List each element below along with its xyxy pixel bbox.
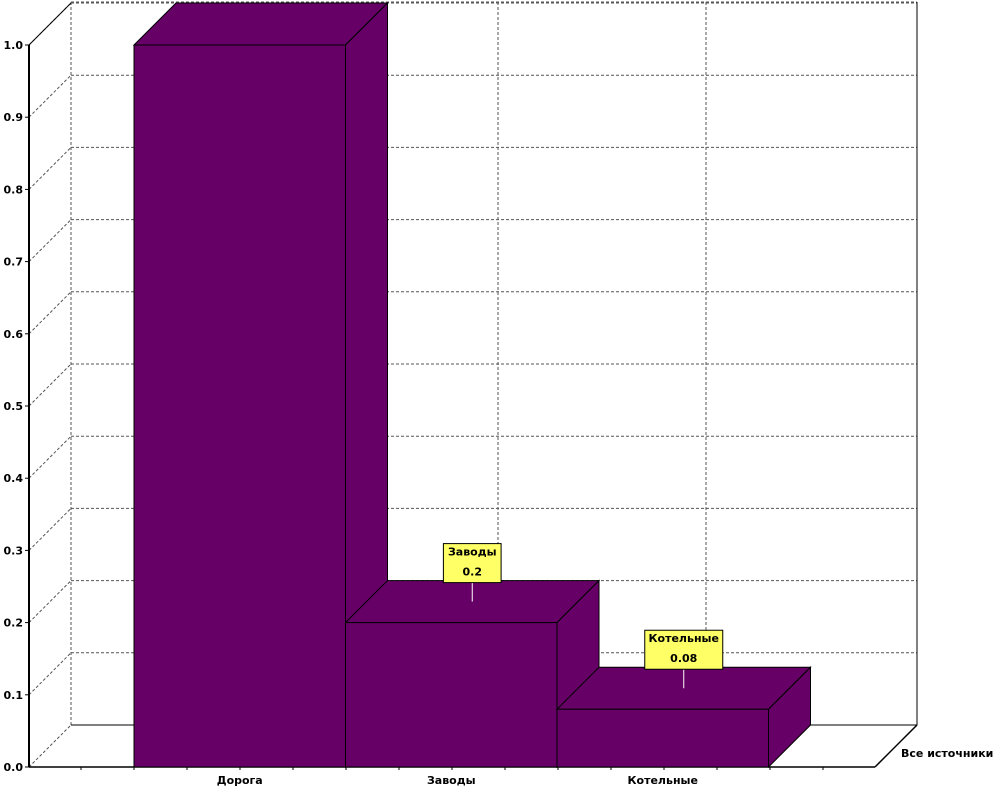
depth-gridline <box>28 652 72 696</box>
depth-gridline <box>28 363 72 407</box>
data-callout: Заводы 0.2 <box>442 543 502 602</box>
bar-front-face <box>556 708 769 768</box>
y-tick-label: 0.0 <box>4 761 24 774</box>
bar-1 <box>132 1 389 769</box>
callout-box <box>644 629 724 670</box>
y-axis-top-depth <box>28 2 72 46</box>
callout-category: Заводы <box>448 546 497 559</box>
bar-front-face <box>133 44 346 768</box>
depth-gridline <box>28 147 72 190</box>
y-tick-label: 0.3 <box>4 544 24 557</box>
depth-axis-label: Все источники <box>901 747 993 760</box>
depth-gridline <box>28 219 72 262</box>
bar-top-face <box>132 2 389 46</box>
y-tick-label: 0.8 <box>4 183 24 196</box>
bar-front-face <box>345 622 558 768</box>
y-tick-label: 1.0 <box>4 39 24 52</box>
data-callout: Котельные 0.08 <box>644 629 724 689</box>
y-tick-label: 0.5 <box>4 400 24 413</box>
depth-gridline <box>28 435 72 479</box>
callout-value: 0.2 <box>463 566 483 579</box>
floor-right-edge <box>874 724 918 768</box>
y-tick-label: 0.7 <box>4 256 24 269</box>
callout-value: 0.08 <box>670 652 697 665</box>
y-tick-label: 0.4 <box>4 472 24 485</box>
callout-category: Котельные <box>649 632 719 645</box>
depth-gridline <box>28 508 72 551</box>
callout-box <box>442 543 502 584</box>
depth-gridline <box>28 291 72 335</box>
depth-gridline <box>28 724 72 768</box>
labels: 0.0 0.1 0.2 0.3 0.4 0.5 0.6 0.7 0.8 0.9 1.0 Дорога З… <box>4 39 994 787</box>
y-tick-label: 0.2 <box>4 617 24 630</box>
x-tick-label: Дорога <box>217 774 263 787</box>
x-tick-label: Заводы <box>427 774 476 787</box>
depth-gridline <box>28 74 72 118</box>
y-tick-label: 0.9 <box>4 111 24 124</box>
depth-gridline <box>28 580 72 623</box>
x-tick-label: Котельные <box>628 774 698 787</box>
y-tick-label: 0.1 <box>4 689 24 702</box>
y-tick-label: 0.6 <box>4 328 24 341</box>
bars <box>132 1 812 769</box>
